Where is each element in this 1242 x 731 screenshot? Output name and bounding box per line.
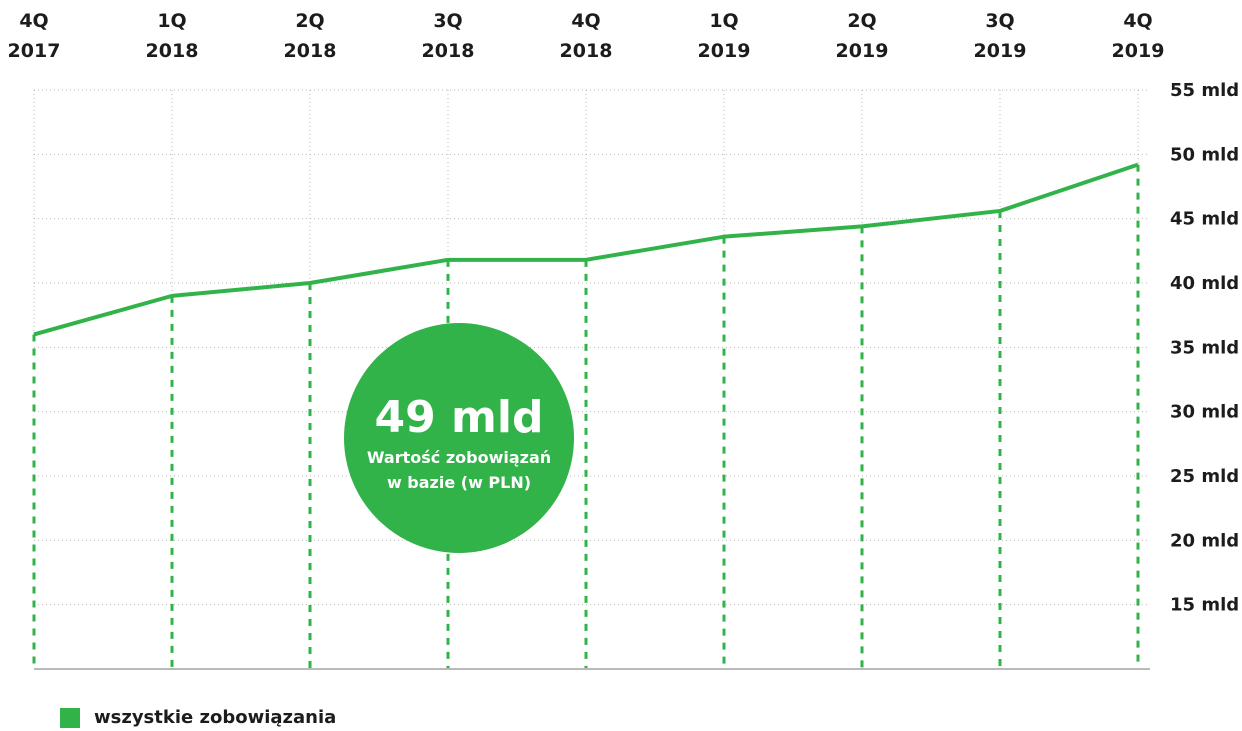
- x-tick-labels: 4Q 2017 1Q 2018 2Q 2018 3Q 2018 4Q 2018 1Q 2019 2Q 20…: [8, 10, 1165, 62]
- grid-layer: [33, 89, 1150, 606]
- line-chart: 4Q 2017 1Q 2018 2Q 2018 3Q 2018 4Q 2018 1Q 2019 2Q 20…: [8, 10, 1239, 670]
- x-tick-label-quarter: 4Q: [19, 10, 48, 32]
- x-tick-label-quarter: 3Q: [985, 10, 1014, 32]
- y-tick-label: 45 mld: [1170, 209, 1239, 230]
- x-tick-label-quarter: 1Q: [709, 10, 738, 32]
- badge-caption-line1: Wartość zobowiązań: [367, 448, 551, 467]
- badge-value: 49 mld: [375, 392, 544, 443]
- series-layer: [33, 162, 1139, 337]
- y-tick-label: 25 mld: [1170, 466, 1239, 487]
- x-tick-label-year: 2018: [284, 40, 337, 62]
- badge-caption-line2: w bazie (w PLN): [387, 473, 531, 492]
- x-tick-label-year: 2019: [836, 40, 889, 62]
- x-tick-label-quarter: 2Q: [847, 10, 876, 32]
- x-tick-label-quarter: 4Q: [571, 10, 600, 32]
- y-tick-label: 20 mld: [1170, 530, 1239, 551]
- y-tick-label: 55 mld: [1170, 80, 1239, 101]
- x-tick-label-year: 2019: [974, 40, 1027, 62]
- x-tick-label-quarter: 3Q: [433, 10, 462, 32]
- drop-lines: [32, 164, 1140, 669]
- x-tick-label-quarter: 1Q: [157, 10, 186, 32]
- y-tick-label: 40 mld: [1170, 273, 1239, 294]
- y-tick-label: 15 mld: [1170, 595, 1239, 616]
- y-tick-label: 35 mld: [1170, 337, 1239, 358]
- x-tick-label-year: 2018: [560, 40, 613, 62]
- badge-circle: [344, 323, 574, 553]
- legend-swatch: [60, 707, 80, 728]
- x-tick-label-year: 2017: [8, 40, 61, 62]
- x-tick-label-year: 2018: [146, 40, 199, 62]
- y-tick-label: 50 mld: [1170, 144, 1239, 165]
- legend-label: wszystkie zobowiązania: [94, 707, 337, 728]
- x-tick-label-year: 2019: [1112, 40, 1165, 62]
- x-tick-label-year: 2018: [422, 40, 475, 62]
- legend: wszystkie zobowiązania: [60, 707, 336, 728]
- y-tick-label: 30 mld: [1170, 402, 1239, 423]
- y-tick-labels: 55 mld 50 mld 45 mld 40 mld 35 mld 30 mld 25 m…: [1170, 80, 1239, 616]
- x-tick-label-year: 2019: [698, 40, 751, 62]
- x-tick-label-quarter: 4Q: [1123, 10, 1152, 32]
- x-tick-label-quarter: 2Q: [295, 10, 324, 32]
- total-value-badge: 49 mld Wartość zobowiązań w bazie (w PLN…: [344, 323, 574, 553]
- series-line: [33, 162, 1139, 337]
